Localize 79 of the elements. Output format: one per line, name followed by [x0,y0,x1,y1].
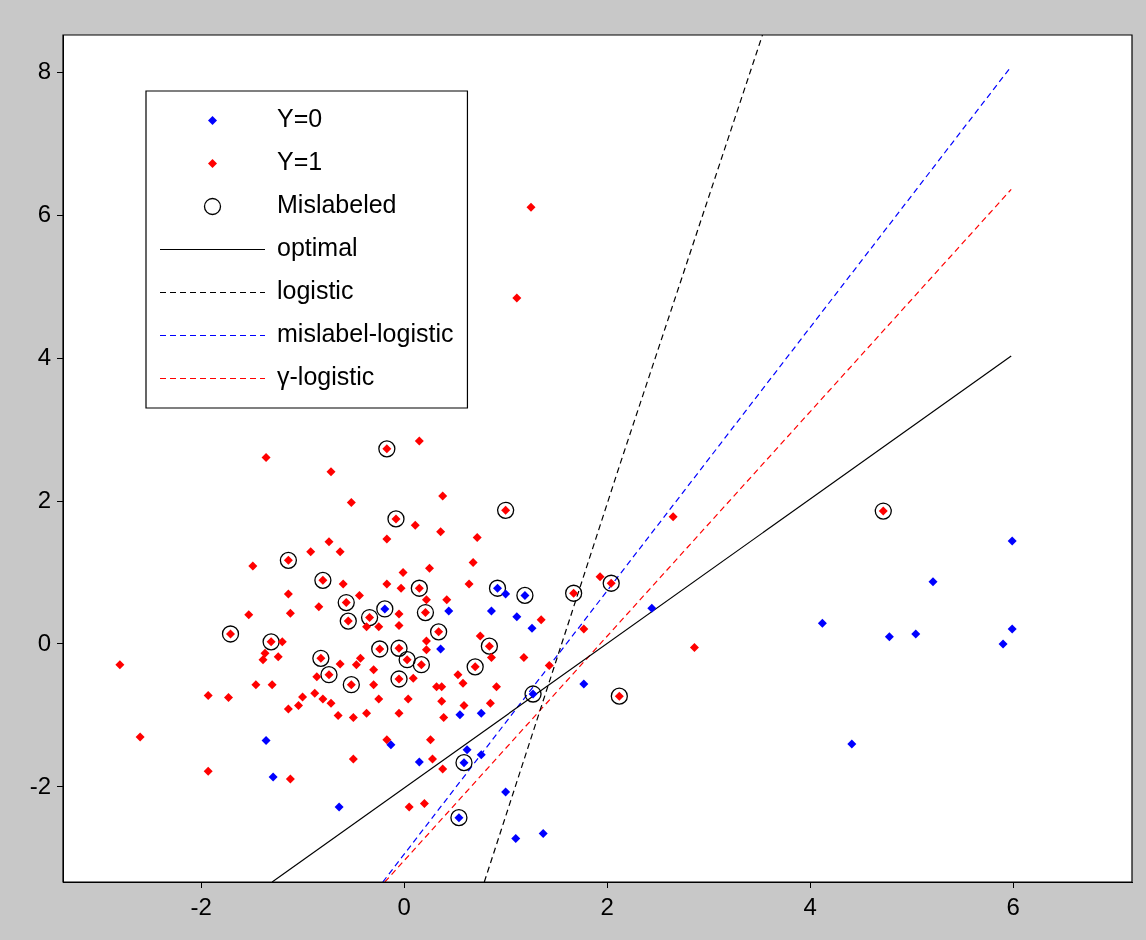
point [488,579,507,597]
point [524,685,542,703]
point [386,740,396,750]
point [320,666,338,684]
legend-label: mislabel-logistic [277,319,454,348]
point [496,501,515,519]
point [261,735,271,745]
x-tick-label: 2 [600,893,614,921]
point [1007,624,1017,634]
legend-label: optimal [277,233,358,262]
point [928,577,938,587]
point [538,828,548,838]
x-tick-label: 6 [1006,893,1020,921]
point [602,574,620,592]
y-tick-label: 0 [37,628,51,656]
point [390,670,408,688]
point [414,757,424,767]
point [1007,536,1017,546]
point [444,606,454,616]
point [476,708,486,718]
point [412,656,431,674]
point [410,579,428,597]
point [501,589,511,599]
point [268,772,278,782]
point [911,629,921,639]
point [610,687,628,705]
point [450,809,468,827]
legend-label: Y=0 [277,104,323,133]
legend-label: Y=1 [277,147,323,176]
point [387,510,405,528]
point [429,623,448,641]
point [511,833,521,843]
point [334,802,344,812]
point [817,618,827,628]
legend-label: Mislabeled [277,190,397,219]
point [337,593,355,612]
point [378,440,396,458]
point [501,787,511,797]
point [462,745,472,755]
point [342,676,360,694]
point [314,571,332,590]
y-tick-label: 4 [37,342,51,370]
point [884,632,894,642]
x-tick-label: 0 [397,893,411,921]
point [579,679,589,689]
x-tick-label: -2 [190,893,212,921]
point [455,753,473,772]
point [527,623,537,633]
point [564,584,583,602]
point [516,586,534,605]
y-tick-label: 8 [37,56,51,84]
point [486,606,496,616]
point [998,639,1008,649]
point [480,637,499,655]
y-tick-label: 6 [37,199,51,227]
point [360,608,379,627]
point [221,625,240,643]
point [398,651,416,669]
point [416,603,435,622]
point [339,612,357,630]
point [455,710,465,720]
point [436,644,446,654]
point [262,633,280,651]
y-tick-label: -2 [29,771,51,799]
point [390,639,408,657]
point [371,640,389,658]
point [874,502,892,520]
point [279,551,298,569]
point [376,600,394,618]
x-tick-label: 4 [803,893,817,921]
legend-label: γ-logistic [277,362,375,391]
y-tick-label: 2 [37,485,51,513]
point [647,603,657,613]
point [847,739,857,749]
legend-label: logistic [277,276,354,305]
point [512,612,522,622]
point [466,658,484,676]
point [312,649,330,667]
point [476,750,486,760]
